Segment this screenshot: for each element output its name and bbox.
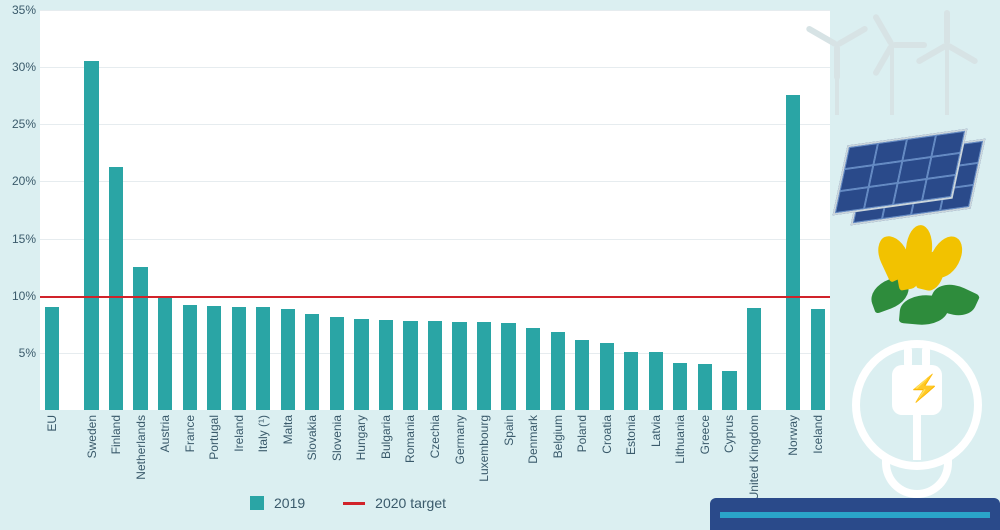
lightning-icon: ⚡	[908, 373, 940, 404]
y-tick-label: 30%	[12, 60, 36, 74]
x-tick-label: Cyprus	[722, 415, 736, 453]
x-tick-label: Lithuania	[673, 415, 687, 464]
bar	[526, 328, 540, 410]
leaves-icon	[862, 225, 992, 325]
bar	[477, 322, 491, 410]
x-tick-label: Bulgaria	[379, 415, 393, 459]
chart-legend: 2019 2020 target	[250, 495, 446, 511]
x-tick-label: Romania	[403, 415, 417, 463]
x-tick-label: France	[183, 415, 197, 452]
bar	[649, 352, 663, 410]
x-tick-label: Denmark	[526, 415, 540, 464]
x-tick-label: Estonia	[624, 415, 638, 455]
x-tick-label: Germany	[453, 415, 467, 464]
x-tick-label: Austria	[158, 415, 172, 452]
x-tick-label: Iceland	[811, 415, 825, 454]
bar	[698, 364, 712, 410]
bar	[256, 307, 270, 410]
bar	[133, 267, 147, 410]
bar	[305, 314, 319, 410]
bar	[183, 305, 197, 410]
bar	[501, 323, 515, 410]
chart-plot-area	[40, 10, 830, 410]
bus-icon	[710, 498, 1000, 530]
x-tick-label: Poland	[575, 415, 589, 452]
x-tick-label: Croatia	[600, 415, 614, 454]
bar	[600, 343, 614, 410]
y-tick-label: 35%	[12, 3, 36, 17]
bar	[811, 309, 825, 410]
bar	[330, 317, 344, 410]
x-tick-label: Slovenia	[330, 415, 344, 461]
infographic-canvas: 5% 10% 15% 20% 25% 30% 35% EU Sweden Finland Neth…	[0, 0, 1000, 530]
bar	[786, 95, 800, 410]
y-axis: 5%10%15%20%25%30%35%	[0, 10, 40, 410]
x-tick-label: Ireland	[232, 415, 246, 452]
plug-icon: ⚡	[852, 340, 982, 500]
bar	[281, 309, 295, 410]
bar	[84, 61, 98, 410]
bar	[575, 340, 589, 410]
x-tick-label: Netherlands	[134, 415, 148, 480]
bar	[354, 319, 368, 410]
windmill-icon	[945, 45, 949, 115]
solar-panel-icon	[830, 135, 990, 225]
x-tick-label: Finland	[109, 415, 123, 454]
bar	[379, 320, 393, 410]
bar	[452, 322, 466, 410]
x-tick-label: Belgium	[551, 415, 565, 458]
x-tick-label: Slovakia	[305, 415, 319, 460]
bar	[158, 298, 172, 410]
y-tick-label: 15%	[12, 232, 36, 246]
x-tick-label: Czechia	[428, 415, 442, 458]
target-line	[40, 296, 830, 298]
x-tick-label: Malta	[281, 415, 295, 444]
x-tick-label: Luxembourg	[477, 415, 491, 482]
legend-swatch-2019	[250, 496, 264, 510]
legend-line-target	[343, 502, 365, 505]
bar	[232, 307, 246, 410]
y-tick-label: 20%	[12, 174, 36, 188]
bar	[551, 332, 565, 410]
windmill-icon	[890, 45, 894, 115]
bar	[207, 306, 221, 410]
chart-bars	[40, 10, 830, 410]
bar	[45, 307, 59, 410]
bar	[428, 321, 442, 410]
bar	[673, 363, 687, 410]
y-tick-label: 5%	[19, 346, 36, 360]
x-tick-label: United Kingdom	[747, 415, 761, 500]
bar	[722, 371, 736, 410]
x-tick-label: Spain	[502, 415, 516, 446]
bar	[109, 167, 123, 410]
x-tick-label: Norway	[786, 415, 800, 456]
x-tick-label: EU	[45, 415, 59, 432]
legend-label-target: 2020 target	[375, 495, 446, 511]
y-tick-label: 25%	[12, 117, 36, 131]
x-tick-label: Hungary	[354, 415, 368, 460]
bar	[747, 308, 761, 410]
x-tick-label: Greece	[698, 415, 712, 454]
x-tick-label: Portugal	[207, 415, 221, 460]
windmill-icon	[835, 45, 839, 115]
x-tick-label: Sweden	[85, 415, 99, 458]
x-tick-label: Latvia	[649, 415, 663, 447]
bar	[403, 321, 417, 410]
x-tick-label: Italy (¹)	[256, 415, 270, 452]
y-tick-label: 10%	[12, 289, 36, 303]
legend-label-2019: 2019	[274, 495, 305, 511]
bar	[624, 352, 638, 410]
